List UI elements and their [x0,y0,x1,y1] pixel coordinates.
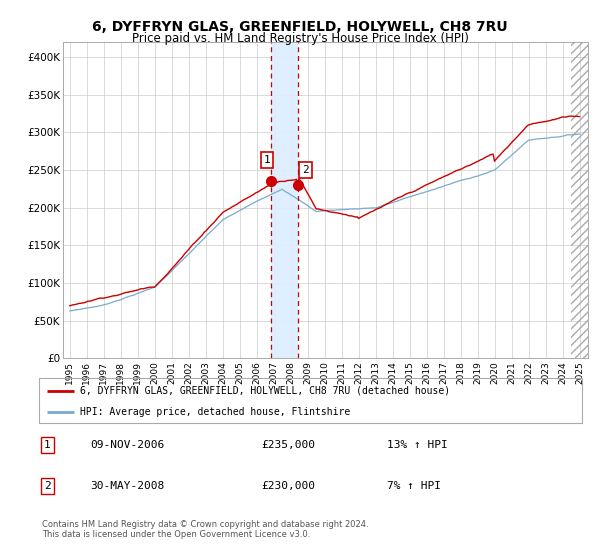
Bar [571,42,596,358]
Text: £230,000: £230,000 [262,482,316,491]
Text: 13% ↑ HPI: 13% ↑ HPI [386,440,447,450]
Text: 2: 2 [302,165,309,175]
Text: 2: 2 [44,482,50,491]
Text: £235,000: £235,000 [262,440,316,450]
Text: 09-NOV-2006: 09-NOV-2006 [91,440,165,450]
Text: 6, DYFFRYN GLAS, GREENFIELD, HOLYWELL, CH8 7RU: 6, DYFFRYN GLAS, GREENFIELD, HOLYWELL, C… [92,20,508,34]
Text: 7% ↑ HPI: 7% ↑ HPI [386,482,440,491]
Bar [271,42,298,358]
Text: 30-MAY-2008: 30-MAY-2008 [91,482,165,491]
Text: Contains HM Land Registry data © Crown copyright and database right 2024.
This d: Contains HM Land Registry data © Crown c… [42,520,368,539]
Text: Price paid vs. HM Land Registry's House Price Index (HPI): Price paid vs. HM Land Registry's House … [131,32,469,45]
Text: 1: 1 [263,155,270,165]
Text: 1: 1 [44,440,50,450]
Text: 6, DYFFRYN GLAS, GREENFIELD, HOLYWELL, CH8 7RU (detached house): 6, DYFFRYN GLAS, GREENFIELD, HOLYWELL, C… [80,385,450,395]
Text: HPI: Average price, detached house, Flintshire: HPI: Average price, detached house, Flin… [80,407,350,417]
